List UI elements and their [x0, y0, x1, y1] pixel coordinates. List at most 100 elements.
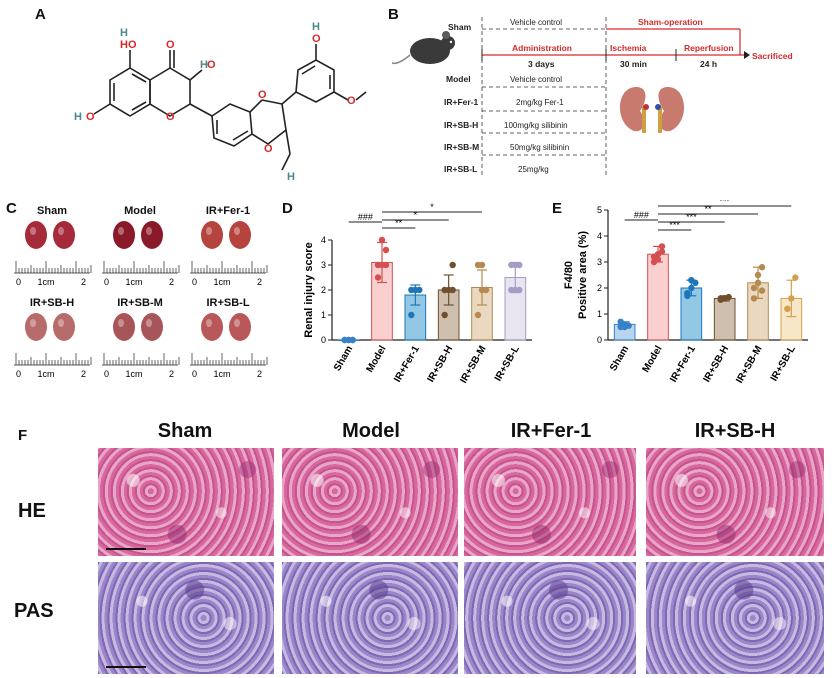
atom-label: H — [200, 59, 208, 71]
data-point — [349, 336, 356, 344]
y-tick-label: 4 — [321, 235, 326, 245]
atom-label: O — [312, 33, 321, 45]
ruler-label: 1cm — [213, 369, 230, 379]
data-point — [654, 256, 662, 263]
data-point — [382, 246, 390, 254]
data-point — [374, 274, 382, 281]
ruler-label: 2 — [169, 277, 174, 287]
y-tick-label: 3 — [597, 257, 602, 267]
significance-label: * — [414, 210, 418, 220]
axis-label: Renal injury score — [303, 242, 315, 337]
data-point — [750, 284, 758, 292]
ruler-label: 0 — [104, 277, 109, 287]
group-label: Sham — [448, 22, 472, 32]
atom-label: H — [120, 27, 128, 39]
kidney-sample: IR+SB-L 0 1cm 2 — [186, 297, 270, 387]
data-point — [474, 311, 482, 319]
y-tick-label: 0 — [597, 335, 602, 345]
data-point — [378, 236, 386, 244]
he-image-model — [282, 448, 458, 556]
kidney-organ — [229, 313, 251, 341]
kidney-photos: Sham 0 1cm 2 Model 0 1cm 2 IR+Fer-1 0 1cm 2 IR+SB-H 0… — [10, 205, 270, 420]
kidney-sample: Sham 0 1cm 2 — [10, 205, 94, 295]
treatment-label: 50mg/kg silibinin — [510, 143, 569, 152]
sacrificed-label: Sacrificed — [752, 51, 793, 61]
kidney-organ — [229, 221, 251, 249]
data-point — [788, 295, 795, 302]
kidney-photo: 0 1cm 2 — [14, 313, 92, 379]
ruler-label: 2 — [81, 277, 86, 287]
kidney-label: IR+SB-H — [29, 297, 75, 309]
histology-column-title: IR+SB-H — [694, 420, 776, 442]
ruler-label: 0 — [16, 369, 21, 379]
administration-days: 3 days — [528, 59, 555, 69]
he-image-sbh — [646, 448, 824, 556]
kidney-photo: 0 1cm 2 — [190, 313, 268, 379]
kidney-organ — [201, 221, 223, 249]
y-tick-label: 5 — [597, 205, 602, 215]
kidney-organ — [25, 313, 47, 341]
panel-label-f: F — [18, 427, 28, 444]
data-point — [754, 279, 762, 286]
significance-label: * — [430, 202, 434, 212]
kidney-highlight — [118, 227, 124, 235]
ruler-label: 1cm — [125, 369, 142, 379]
kidney-highlight — [146, 319, 152, 327]
mouse-icon — [391, 31, 455, 65]
data-point — [684, 292, 691, 299]
treatment-label: 2mg/kg Fer-1 — [516, 98, 564, 107]
kidney-highlight — [30, 227, 36, 235]
atom-label: O — [86, 111, 95, 123]
data-point — [445, 286, 452, 294]
scale-bar — [106, 666, 146, 668]
ruler-label: 0 — [192, 369, 197, 379]
y-tick-label: 1 — [321, 310, 326, 320]
ruler-label: 2 — [257, 277, 262, 287]
data-point — [621, 323, 628, 331]
atom-label: O — [347, 95, 356, 107]
data-point — [441, 311, 448, 319]
kidney-organ — [53, 313, 75, 341]
sham-operation-label: Sham-operation — [638, 17, 703, 27]
kidney-organ — [201, 313, 223, 341]
kidney-highlight — [234, 319, 240, 327]
kidney-photo: 0 1cm 2 — [14, 221, 92, 287]
ischemia-time: 30 min — [620, 59, 647, 69]
x-tick-label: IR+Fer-1 — [668, 344, 698, 385]
ruler-label: 2 — [81, 369, 86, 379]
kidney-photo: 0 1cm 2 — [102, 313, 180, 379]
kidney-label: Model — [124, 205, 156, 217]
histology-grid: Sham Model IR+Fer-1 IR+SB-H HE PAS — [0, 420, 834, 678]
data-point — [516, 286, 523, 294]
panel-label-a: A — [35, 6, 46, 23]
he-image-fer1 — [464, 448, 636, 556]
kidney-organ — [141, 313, 163, 341]
kidney-highlight — [206, 227, 212, 235]
data-point — [792, 274, 799, 281]
reperfusion-label: Reperfusion — [684, 43, 734, 53]
kidney-organ — [113, 221, 135, 249]
ruler-label: 1cm — [37, 277, 54, 287]
atom-label: O — [207, 59, 216, 71]
x-tick-label: Model — [641, 344, 665, 375]
kidney-label: Sham — [37, 205, 67, 217]
treatment-label: Vehicle control — [510, 75, 562, 84]
data-point — [721, 295, 728, 302]
data-point — [482, 286, 490, 294]
y-tick-label: 4 — [597, 231, 602, 241]
x-tick-label: IR+SB-M — [458, 344, 488, 385]
panel-label-c: C — [6, 200, 17, 217]
histology-column-title: IR+Fer-1 — [510, 420, 592, 442]
significance-label: *** — [719, 200, 730, 206]
scale-bar — [106, 548, 146, 550]
kidney-highlight — [234, 227, 240, 235]
significance-label: ** — [704, 204, 712, 214]
y-tick-label: 2 — [321, 285, 326, 295]
y-tick-label: 3 — [321, 260, 326, 270]
kidney-photo: 0 1cm 2 — [190, 221, 268, 287]
data-point — [784, 305, 791, 312]
pas-image-model — [282, 562, 458, 674]
kidney-label: IR+SB-M — [117, 297, 163, 309]
x-tick-label: Sham — [608, 344, 631, 373]
